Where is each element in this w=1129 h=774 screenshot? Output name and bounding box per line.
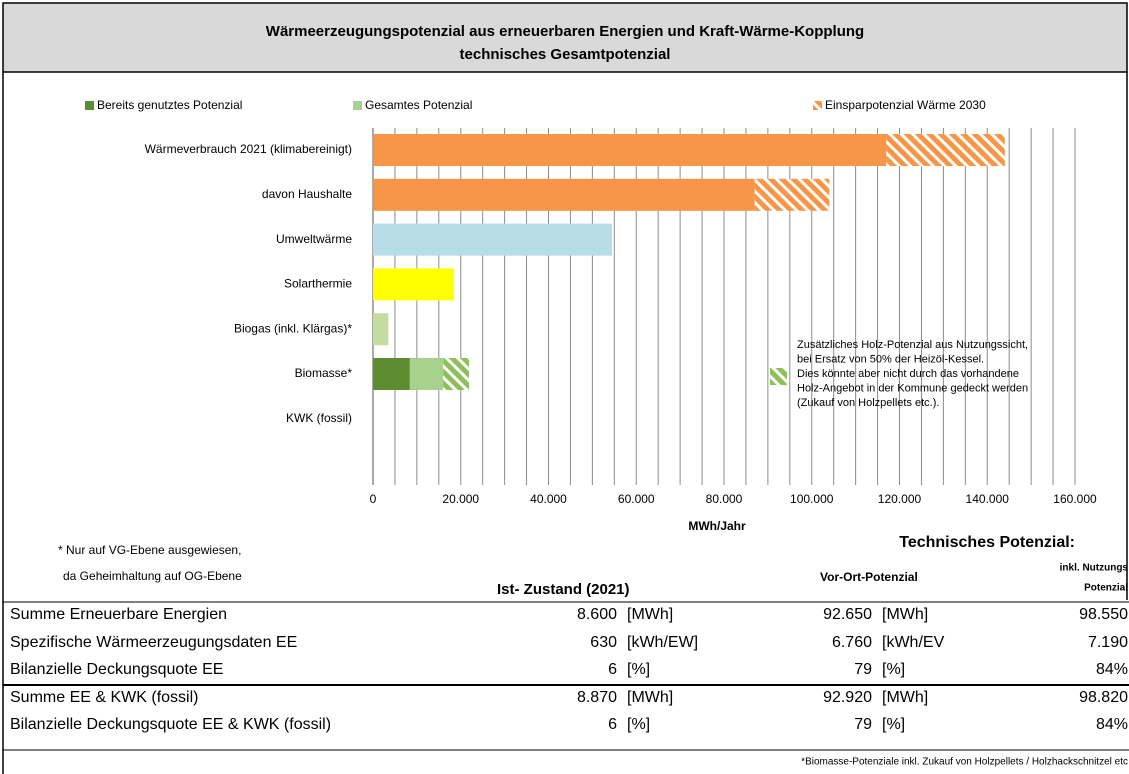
cell-value: 84% <box>1096 716 1128 733</box>
x-tick-label: 160.000 <box>1053 492 1097 506</box>
cell-unit: [MWh] <box>882 689 928 706</box>
cell-value: 98.820 <box>1079 689 1128 706</box>
x-tick-label: 20.000 <box>442 492 479 506</box>
bar-segment <box>373 358 410 390</box>
note: da Geheimhaltung auf OG-Ebene <box>63 569 242 583</box>
bar-segment <box>373 268 455 301</box>
cell-unit: [%] <box>882 661 905 678</box>
row-label: Spezifische Wärmeerzeugungsdaten EE <box>10 634 297 651</box>
table-group-header: Technisches Potenzial: <box>899 534 1075 551</box>
bar-segment <box>373 223 613 256</box>
cell-value: 8.600 <box>577 606 617 623</box>
legend-label: Gesamtes Potenzial <box>365 98 472 112</box>
y-tick-label: Biomasse* <box>295 366 353 380</box>
title-band <box>2 2 1128 73</box>
y-tick-label: davon Haushalte <box>262 187 352 201</box>
legend-label: Bereits genutztes Potenzial <box>97 98 242 112</box>
legend-swatch <box>813 101 822 110</box>
x-tick-label: 40.000 <box>530 492 567 506</box>
x-tick-label: 120.000 <box>878 492 922 506</box>
cell-unit: [kWh/EV <box>882 634 945 651</box>
x-tick-label: 140.000 <box>966 492 1010 506</box>
x-axis-label: MWh/Jahr <box>688 519 746 533</box>
cell-unit: [kWh/EW] <box>627 634 698 651</box>
annotation: Holz-Angebot in der Kommune gedeckt werd… <box>797 382 1028 394</box>
y-tick-label: Umweltwärme <box>276 232 352 246</box>
cell-value: 8.870 <box>577 689 617 706</box>
legend-swatch <box>85 101 94 110</box>
cell-unit: [MWh] <box>627 689 673 706</box>
bar-segment <box>373 134 887 166</box>
y-tick-label: KWK (fossil) <box>286 411 352 425</box>
subtitle: technisches Gesamtpotenzial <box>460 46 671 63</box>
annotation: bei Ersatz von 50% der Heizöl-Kessel. <box>797 353 984 365</box>
cell-unit: [MWh] <box>627 606 673 623</box>
cell-value: 6 <box>608 661 617 678</box>
cell-value: 6 <box>608 716 617 733</box>
annotation: Zusätzliches Holz-Potenzial aus Nutzungs… <box>797 339 1028 351</box>
row-label: Bilanzielle Deckungsquote EE & KWK (foss… <box>10 716 331 733</box>
table-header: Potenzial <box>1084 583 1128 594</box>
bar-segment <box>373 313 389 346</box>
cell-value: 92.650 <box>823 606 872 623</box>
y-tick-label: Biogas (inkl. Klärgas)* <box>234 321 352 335</box>
table-header: Ist- Zustand (2021) <box>497 581 630 598</box>
table-header: inkl. Nutzungs <box>1060 563 1129 574</box>
cell-unit: [%] <box>627 661 650 678</box>
footer: *Biomasse-Potenziale inkl. Zukauf von Ho… <box>801 757 1128 768</box>
legend-label: Einsparpotenzial Wärme 2030 <box>825 98 986 112</box>
bar-segment <box>886 134 1005 166</box>
bar-segment <box>754 178 830 211</box>
annotation: (Zukauf von Holzpellets etc.). <box>797 397 939 409</box>
x-tick-label: 0 <box>370 492 377 506</box>
bar-segment <box>373 178 755 211</box>
bar-segment <box>409 358 444 390</box>
legend-swatch <box>353 101 362 110</box>
cell-value: 630 <box>590 634 617 651</box>
cell-unit: [%] <box>882 716 905 733</box>
bar-segment <box>443 358 470 390</box>
cell-value: 84% <box>1096 661 1128 678</box>
row-label: Summe Erneuerbare Energien <box>10 606 227 623</box>
x-tick-label: 100.000 <box>790 492 834 506</box>
cell-value: 6.760 <box>832 634 872 651</box>
cell-value: 98.550 <box>1079 606 1128 623</box>
cell-unit: [MWh] <box>882 606 928 623</box>
annotation: Dies könnte aber nicht durch das vorhand… <box>797 368 1019 380</box>
title: Wärmeerzeugungspotenzial aus erneuerbare… <box>266 23 864 40</box>
cell-value: 7.190 <box>1088 634 1128 651</box>
table-header: Vor-Ort-Potenzial <box>820 570 918 584</box>
x-tick-label: 60.000 <box>618 492 655 506</box>
y-tick-label: Wärmeverbrauch 2021 (klimabereinigt) <box>145 142 352 156</box>
cell-value: 79 <box>854 716 872 733</box>
cell-unit: [%] <box>627 716 650 733</box>
row-label: Summe EE & KWK (fossil) <box>10 689 198 706</box>
x-tick-label: 80.000 <box>706 492 743 506</box>
note: * Nur auf VG-Ebene ausgewiesen, <box>58 543 241 557</box>
row-label: Bilanzielle Deckungsquote EE <box>10 661 223 678</box>
cell-value: 92.920 <box>823 689 872 706</box>
y-tick-label: Solarthermie <box>284 277 352 291</box>
cell-value: 79 <box>854 661 872 678</box>
annotation-swatch <box>770 368 787 385</box>
